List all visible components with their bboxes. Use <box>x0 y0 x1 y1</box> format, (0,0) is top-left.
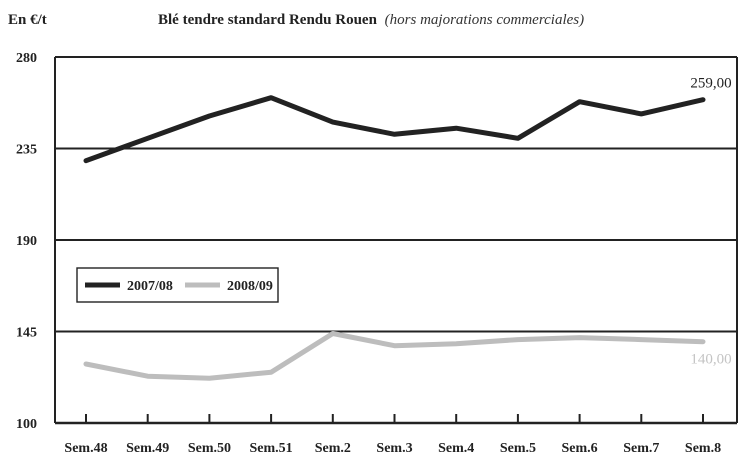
chart-title-main: Blé tendre standard Rendu Rouen <box>158 12 378 28</box>
axis-labels: 280 235 190 145 100 Sem.48 Sem.49 Sem.50 Sem.51 S… <box>16 51 732 456</box>
chart-title-note: (hors majorations commerciales) <box>385 12 584 28</box>
x-tick-label: Sem.49 <box>126 441 169 456</box>
x-tick-label: Sem.50 <box>188 441 231 456</box>
x-tick-label: Sem.5 <box>500 441 536 456</box>
grid-lines <box>55 147 737 333</box>
x-tick-label: Sem.2 <box>315 441 351 456</box>
x-tick-label: Sem.48 <box>64 441 107 456</box>
series-line-2008-09 <box>83 331 706 381</box>
y-tick-label: 145 <box>16 326 37 341</box>
series-line-2007-08 <box>83 95 706 164</box>
x-tick-label: Sem.3 <box>376 441 412 456</box>
x-tick-label: Sem.8 <box>685 441 721 456</box>
x-tick-label: Sem.4 <box>438 441 474 456</box>
x-tick-label: Sem.51 <box>250 441 293 456</box>
end-value-label: 140,00 <box>690 352 731 368</box>
legend-label-2008-09: 2008/09 <box>227 279 273 294</box>
y-tick-label: 190 <box>16 234 37 249</box>
x-tick-label: Sem.6 <box>562 441 598 456</box>
axes <box>54 56 738 425</box>
y-tick-label: 100 <box>16 417 37 432</box>
chart-title: Blé tendre standard Rendu Rouen (hors ma… <box>158 12 584 28</box>
series-lines <box>83 95 706 381</box>
y-tick-label: 280 <box>16 51 37 66</box>
unit-label: En €/t <box>8 12 47 28</box>
legend: 2007/08 2008/09 <box>76 267 279 303</box>
y-tick-label: 235 <box>16 143 37 158</box>
legend-label-2007-08: 2007/08 <box>127 279 173 294</box>
x-tick-label: Sem.7 <box>623 441 659 456</box>
end-value-label: 259,00 <box>690 76 731 92</box>
